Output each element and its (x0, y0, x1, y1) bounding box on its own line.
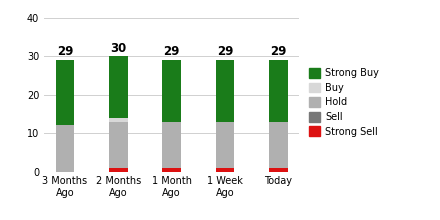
Bar (162, 60, 181, 121)
Bar (269, 121, 288, 168)
Text: 29: 29 (270, 45, 286, 58)
Text: 29: 29 (57, 45, 73, 58)
Bar (109, 168, 128, 172)
Bar (109, 118, 128, 121)
Text: 30: 30 (110, 42, 126, 55)
Bar (55, 60, 74, 125)
Bar (216, 168, 234, 172)
Bar (109, 56, 128, 118)
Bar (269, 168, 288, 172)
Bar (162, 168, 181, 172)
Bar (216, 121, 234, 168)
Text: 29: 29 (217, 45, 233, 58)
Bar (55, 125, 74, 172)
Bar (216, 60, 234, 121)
Bar (162, 121, 181, 168)
Bar (109, 121, 128, 168)
Bar (269, 60, 288, 121)
Legend: Strong Buy, Buy, Hold, Sell, Strong Sell: Strong Buy, Buy, Hold, Sell, Strong Sell (307, 66, 381, 139)
Text: 29: 29 (163, 45, 180, 58)
